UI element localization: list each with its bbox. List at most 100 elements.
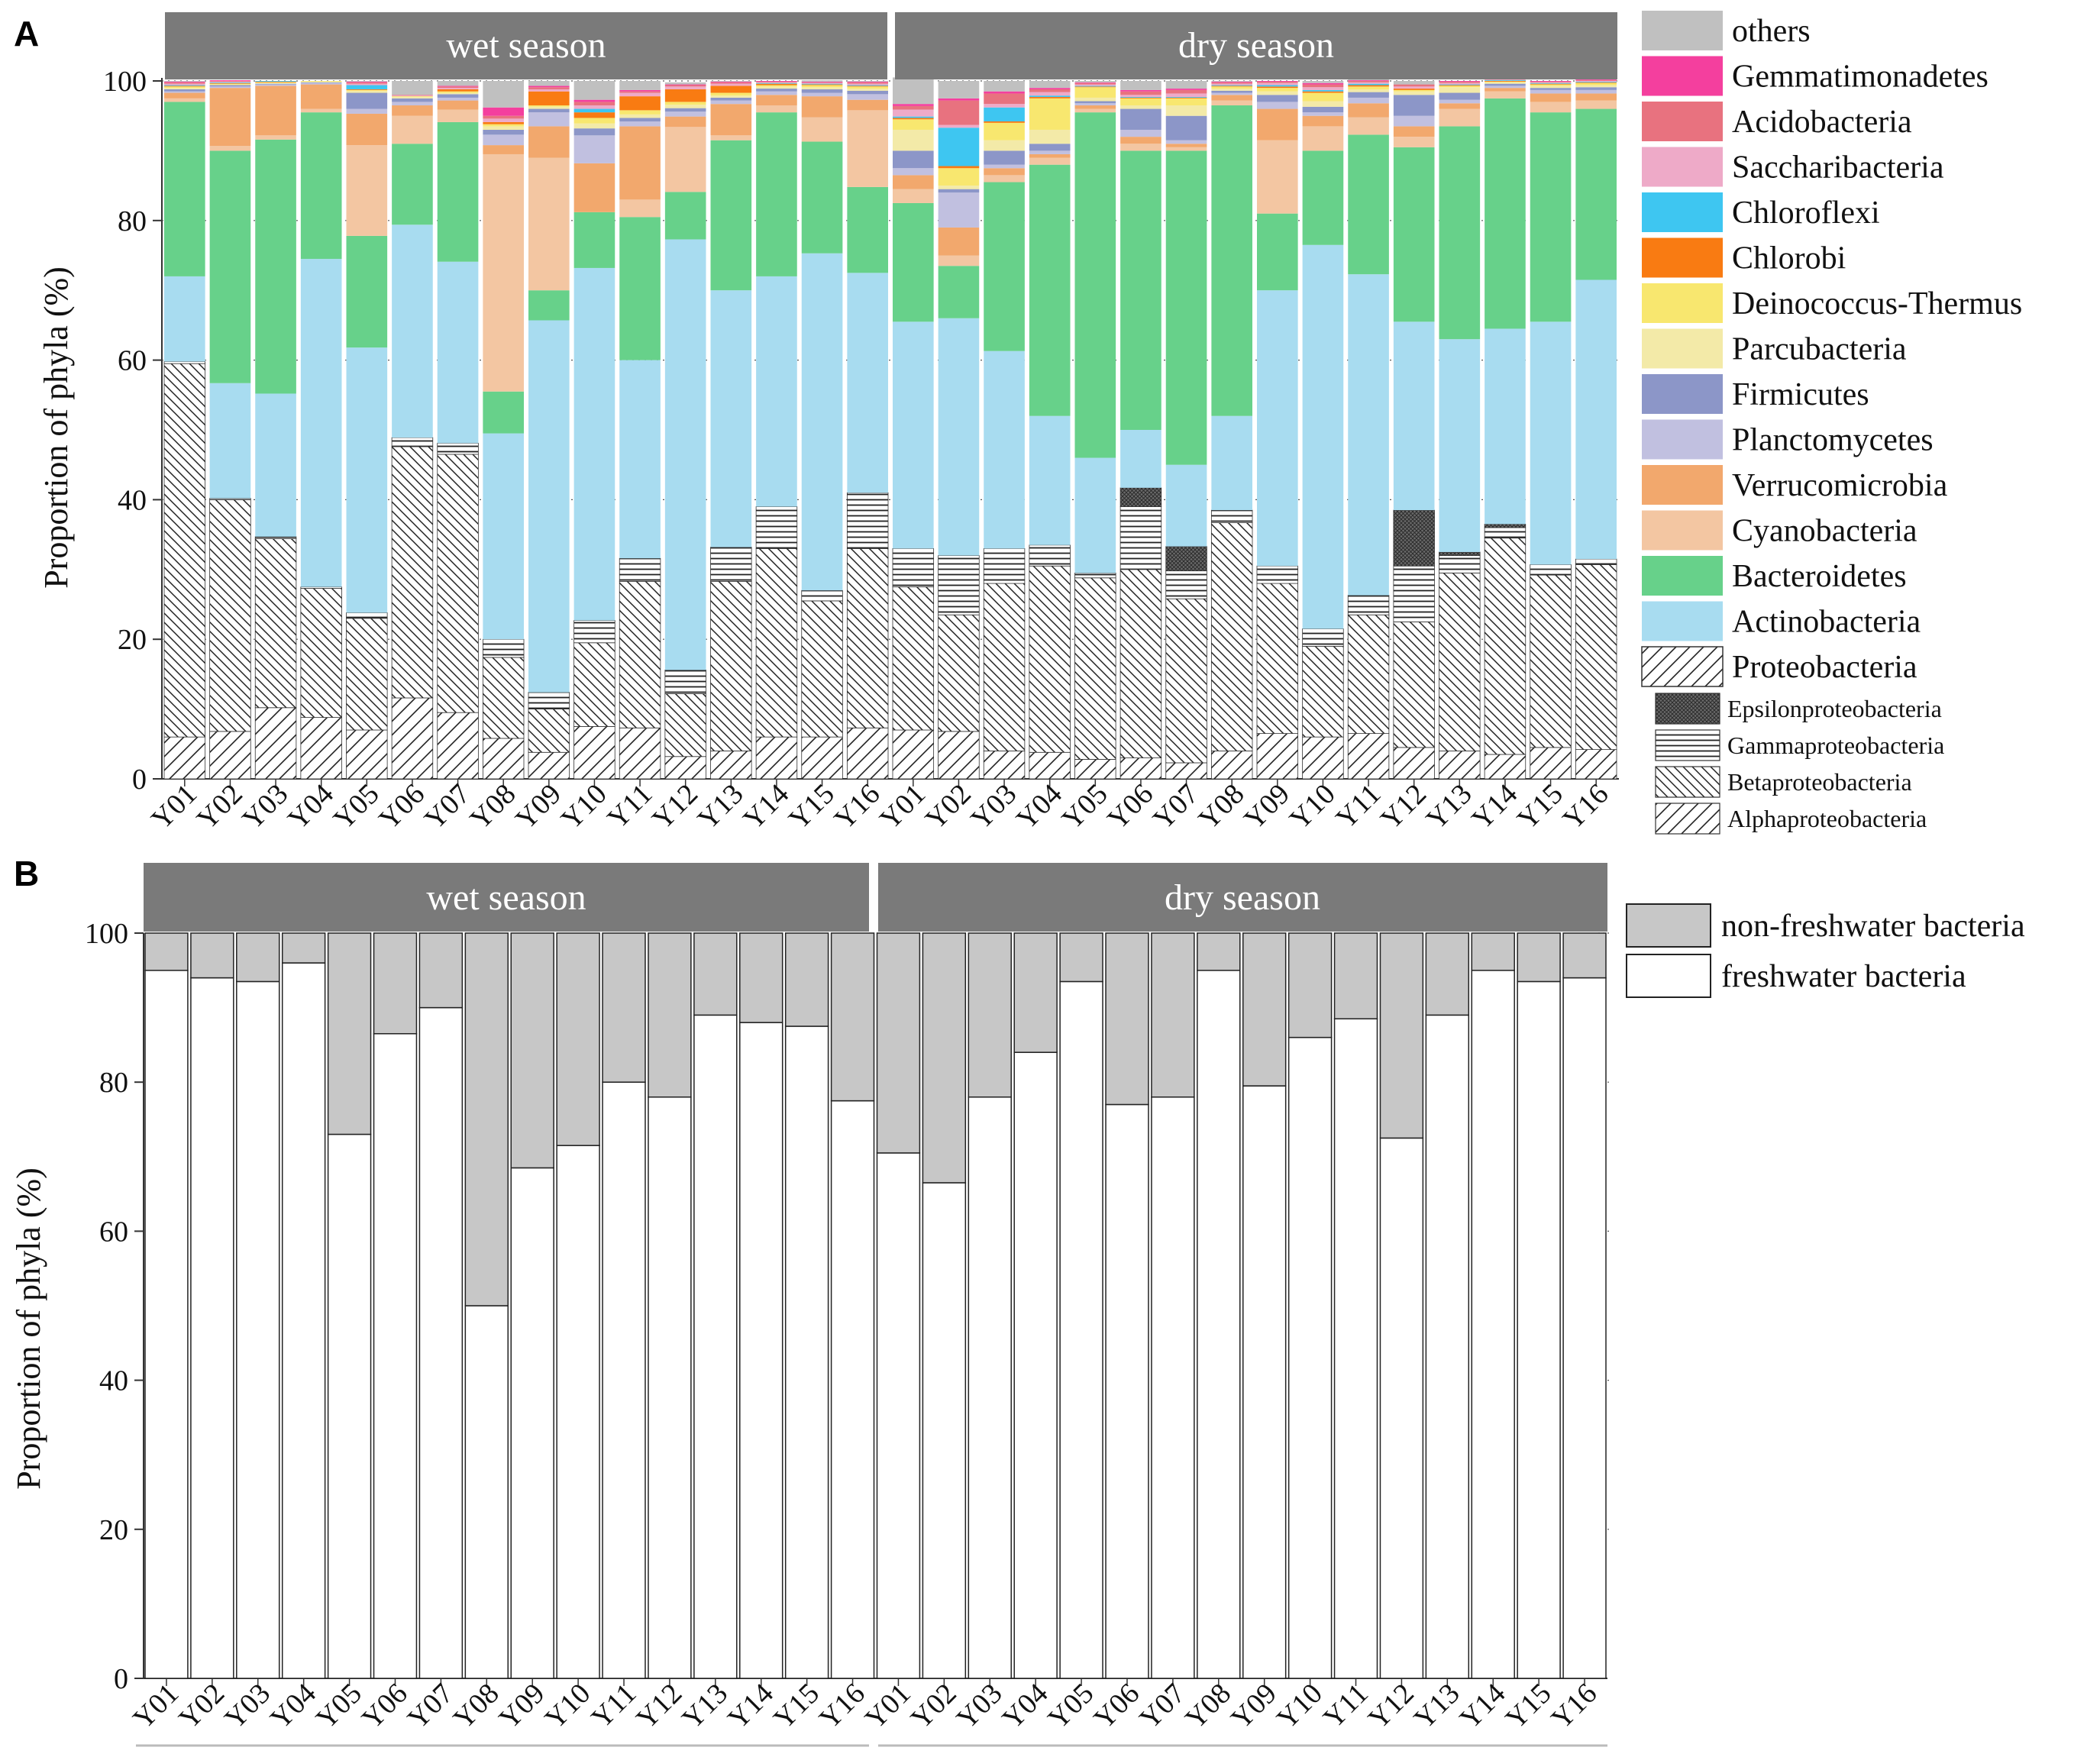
bar-segment-wet-y02-gemmatimonadetes xyxy=(209,80,251,81)
bar-segment-dry-y13-deinococcus-thermus xyxy=(1439,86,1481,88)
x-tick-label-wet: Y05 xyxy=(328,778,386,836)
bar-segment-dry-y14-planctomycetes xyxy=(1485,86,1526,89)
x-tick-label-wet: Y04 xyxy=(282,778,340,836)
bar-segment-dry-y03-planctomycetes xyxy=(984,164,1025,169)
x-tick-label-dry: Y02 xyxy=(919,778,977,836)
bar-segment-dry-y09-alphaproteobacteria xyxy=(1256,733,1299,780)
panel-a-ylabel: Proportion of phyla (%) xyxy=(37,266,75,589)
y-tick-label: 60 xyxy=(99,1216,128,1248)
bar-segment-wet-y15-betaproteobacteria xyxy=(801,600,843,738)
bar-segment-dry-y02-acidobacteria xyxy=(938,100,980,125)
bar-segment-wet-y12-gemmatimonadetes xyxy=(664,84,706,86)
bar-segment-dry-y13-alphaproteobacteria xyxy=(1439,751,1481,780)
y-tick-label: 100 xyxy=(85,918,128,950)
bar-segment-wet-y09-gemmatimonadetes xyxy=(528,86,570,88)
bar-segment-dry-y13-verrucomicrobia xyxy=(1439,103,1481,109)
bar-non-freshwater-dry-y02 xyxy=(922,932,967,1184)
y-tick-label: 80 xyxy=(118,205,147,237)
bar-segment-dry-y13-gemmatimonadetes xyxy=(1439,81,1481,82)
bar-segment-dry-y10-saccharibacteria xyxy=(1302,87,1344,90)
x-tick-label-wet: Y03 xyxy=(236,778,294,836)
bar-segment-dry-y12-others xyxy=(1393,81,1435,85)
bar-segment-dry-y12-alphaproteobacteria xyxy=(1393,747,1435,780)
bar-freshwater-wet-y15 xyxy=(784,1025,829,1679)
bar-segment-dry-y15-verrucomicrobia xyxy=(1530,93,1572,102)
bar-freshwater-dry-y06 xyxy=(1105,1103,1149,1679)
bar-non-freshwater-dry-y14 xyxy=(1471,932,1515,971)
bar-segment-dry-y01-verrucomicrobia xyxy=(893,175,934,189)
bar-segment-dry-y13-parcubacteria xyxy=(1439,87,1481,93)
bar-segment-wet-y09-planctomycetes xyxy=(528,112,570,127)
bar-segment-dry-y15-deinococcus-thermus xyxy=(1530,84,1572,86)
bar-segment-wet-y16-bacteroidetes xyxy=(847,186,888,273)
bar-segment-wet-y13-deinococcus-thermus xyxy=(710,92,752,96)
bar-segment-wet-y15-cyanobacteria xyxy=(801,117,843,142)
bar-segment-dry-y04-gemmatimonadetes xyxy=(1029,88,1071,89)
bar-segment-dry-y14-bacteroidetes xyxy=(1485,98,1526,329)
bar-segment-dry-y03-bacteroidetes xyxy=(984,182,1025,351)
bar-freshwater-wet-y09 xyxy=(510,1167,554,1679)
bar-segment-dry-y09-gemmatimonadetes xyxy=(1257,81,1298,82)
legend-label-saccharibacteria: Saccharibacteria xyxy=(1732,150,1944,186)
bar-segment-wet-y08-deinococcus-thermus xyxy=(483,124,524,127)
bar-non-freshwater-wet-y12 xyxy=(648,932,692,1098)
bar-segment-wet-y16-gammaproteobacteria xyxy=(846,492,889,549)
bar-non-freshwater-dry-y06 xyxy=(1105,932,1149,1106)
x-tick-label-wet: Y16 xyxy=(829,778,887,836)
bar-segment-wet-y14-chlorobi xyxy=(756,83,797,86)
bar-segment-wet-y10-firmicutes xyxy=(573,128,615,136)
bar-segment-wet-y16-cyanobacteria xyxy=(847,110,888,187)
bar-non-freshwater-wet-y07 xyxy=(418,932,464,1009)
bar-segment-dry-y10-parcubacteria xyxy=(1302,101,1344,107)
bar-non-freshwater-wet-y15 xyxy=(784,932,829,1027)
bar-segment-dry-y04-deinococcus-thermus xyxy=(1029,98,1071,130)
bar-segment-wet-y15-planctomycetes xyxy=(801,92,843,97)
bar-segment-wet-y06-parcubacteria xyxy=(392,97,433,99)
bar-non-freshwater-dry-y01 xyxy=(876,932,921,1154)
bar-segment-dry-y06-others xyxy=(1120,81,1161,90)
bar-segment-dry-y01-planctomycetes xyxy=(893,168,934,176)
bar-segment-dry-y15-chloroflexi xyxy=(1530,82,1572,84)
bar-segment-dry-y09-deinococcus-thermus xyxy=(1257,88,1298,92)
bar-segment-dry-y12-actinobacteria xyxy=(1393,321,1435,511)
y-tick-label: 40 xyxy=(99,1365,128,1397)
bar-segment-wet-y09-verrucomicrobia xyxy=(528,126,570,158)
x-tick-label-wet: Y15 xyxy=(767,1678,825,1736)
bar-segment-dry-y14-parcubacteria xyxy=(1485,82,1526,84)
bar-segment-wet-y14-planctomycetes xyxy=(756,91,797,95)
bar-segment-wet-y07-actinobacteria xyxy=(437,261,479,444)
bar-segment-wet-y02-planctomycetes xyxy=(209,86,251,89)
bar-segment-wet-y02-parcubacteria xyxy=(209,84,251,86)
bar-non-freshwater-dry-y03 xyxy=(968,932,1012,1098)
bar-segment-dry-y03-actinobacteria xyxy=(984,350,1025,549)
bar-segment-wet-y08-cyanobacteria xyxy=(483,153,524,392)
legend-label-firmicutes: Firmicutes xyxy=(1732,377,1869,412)
legend-swatch-epsilonproteobacteria xyxy=(1655,693,1720,725)
bar-segment-wet-y10-verrucomicrobia xyxy=(573,163,615,212)
bar-segment-dry-y13-gammaproteobacteria xyxy=(1439,555,1481,573)
bar-segment-dry-y11-gemmatimonadetes xyxy=(1348,80,1389,81)
x-tick-label-wet: Y09 xyxy=(493,1678,551,1736)
x-tick-label-dry: Y13 xyxy=(1408,1678,1466,1736)
bar-freshwater-dry-y13 xyxy=(1425,1014,1470,1679)
bar-segment-wet-y05-alphaproteobacteria xyxy=(346,729,388,780)
bar-segment-dry-y11-firmicutes xyxy=(1348,92,1389,98)
bar-segment-dry-y02-chloroflexi xyxy=(938,128,980,166)
bar-segment-dry-y04-verrucomicrobia xyxy=(1029,153,1071,158)
bar-segment-dry-y10-cyanobacteria xyxy=(1302,126,1344,151)
bar-segment-dry-y01-parcubacteria xyxy=(893,129,934,151)
panel-b-ylabel: Proportion of phyla (%) xyxy=(10,1168,47,1490)
bar-segment-dry-y14-firmicutes xyxy=(1485,83,1526,86)
bar-segment-dry-y10-verrucomicrobia xyxy=(1302,115,1344,127)
x-tick-label-dry: Y06 xyxy=(1101,778,1159,836)
bar-segment-dry-y06-gammaproteobacteria xyxy=(1119,506,1162,570)
bar-segment-wet-y11-verrucomicrobia xyxy=(619,126,661,200)
bar-segment-dry-y09-cyanobacteria xyxy=(1257,140,1298,214)
bar-segment-dry-y04-chloroflexi xyxy=(1029,95,1071,98)
bar-segment-wet-y11-deinococcus-thermus xyxy=(619,110,661,115)
bar-segment-dry-y07-chloroflexi xyxy=(1165,97,1207,98)
legend-label-acidobacteria: Acidobacteria xyxy=(1732,105,1912,140)
bar-segment-dry-y13-bacteroidetes xyxy=(1439,126,1481,340)
bar-segment-dry-y15-alphaproteobacteria xyxy=(1530,747,1572,780)
